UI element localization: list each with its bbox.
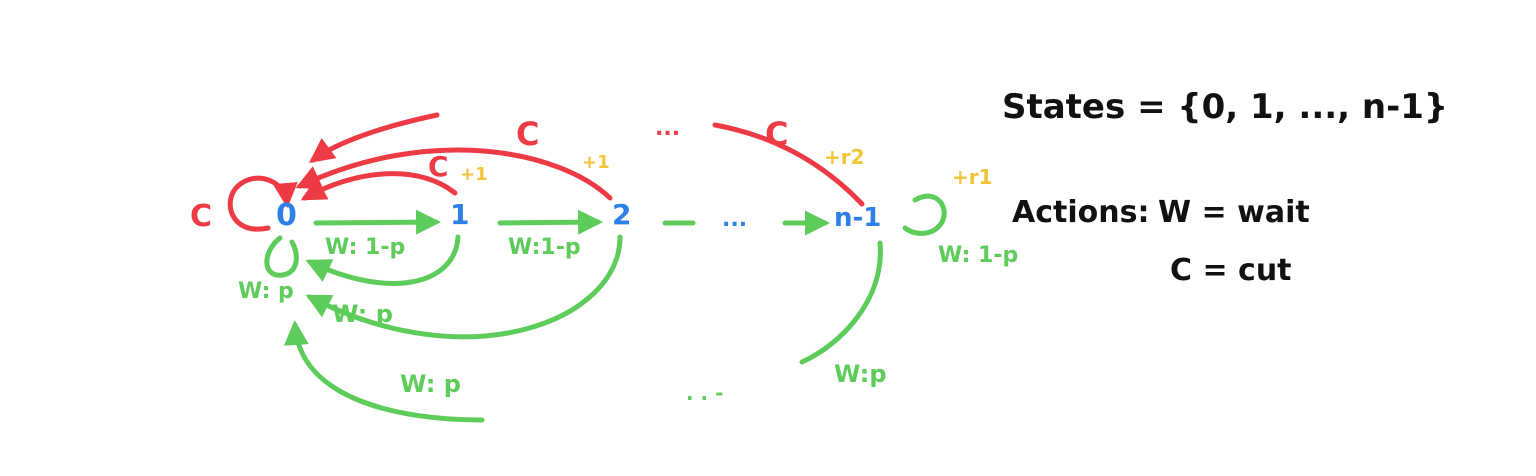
cut-dots: ... <box>655 116 680 141</box>
cut-label-self: C <box>190 199 212 234</box>
cut-arrow-from-2 <box>295 147 613 201</box>
legend: States = {0, 1, ..., n-1} Actions: W = w… <box>1002 87 1448 288</box>
wait-label-2-0: W: p <box>400 370 461 398</box>
wait-0-to-1 <box>313 209 441 235</box>
legend-states: States = {0, 1, ..., n-1} <box>1002 87 1448 127</box>
wait-label-1-2: W:1-p <box>508 235 581 260</box>
cut-arrow-from-dots <box>308 112 440 163</box>
wait-self-loop-n1 <box>902 193 947 236</box>
wait-bottom-to-0 <box>283 320 485 423</box>
wait-label-n1-0: W:p <box>834 360 887 388</box>
reward-1b: +1 <box>582 152 610 173</box>
wait-n1-to-0 <box>799 240 883 365</box>
state-1: 1 <box>450 198 469 231</box>
cut-arrows <box>227 112 865 232</box>
wait-label-self-0: W: p <box>238 279 294 304</box>
legend-cut-def: C = cut <box>1170 253 1292 288</box>
reward-rn1: +r1 <box>952 165 993 189</box>
wait-1-to-0 <box>305 234 461 286</box>
states: 0 1 2 ... n-1 <box>276 198 881 233</box>
cut-arrow-from-n1 <box>712 122 865 207</box>
wait-2-to-0 <box>305 234 623 340</box>
cut-label-1: C <box>428 150 449 183</box>
wait-self-loop-0 <box>264 235 299 278</box>
wait-1-to-2 <box>497 209 603 235</box>
state-dots: ... <box>722 207 747 232</box>
reward-rn2: +r2 <box>824 145 865 169</box>
wait-dots-bottom: . . - <box>686 381 723 405</box>
cut-label-n1: C <box>765 115 788 153</box>
state-n-1: n-1 <box>834 203 881 233</box>
wait-arrows <box>264 193 947 423</box>
wait-label-self-n1: W: 1-p <box>938 243 1018 268</box>
legend-wait-def: W = wait <box>1158 195 1310 230</box>
cut-arrow-from-1 <box>300 171 458 201</box>
wait-label-0-1: W: 1-p <box>325 235 405 260</box>
legend-actions-prefix: Actions: <box>1012 195 1149 230</box>
wait-label-1-0: W: p <box>332 300 393 328</box>
state-0: 0 <box>276 198 297 233</box>
state-2: 2 <box>612 198 631 231</box>
cut-self-loop-0 <box>227 175 298 232</box>
reward-1a: +1 <box>460 164 488 185</box>
cut-label-2: C <box>516 115 539 153</box>
